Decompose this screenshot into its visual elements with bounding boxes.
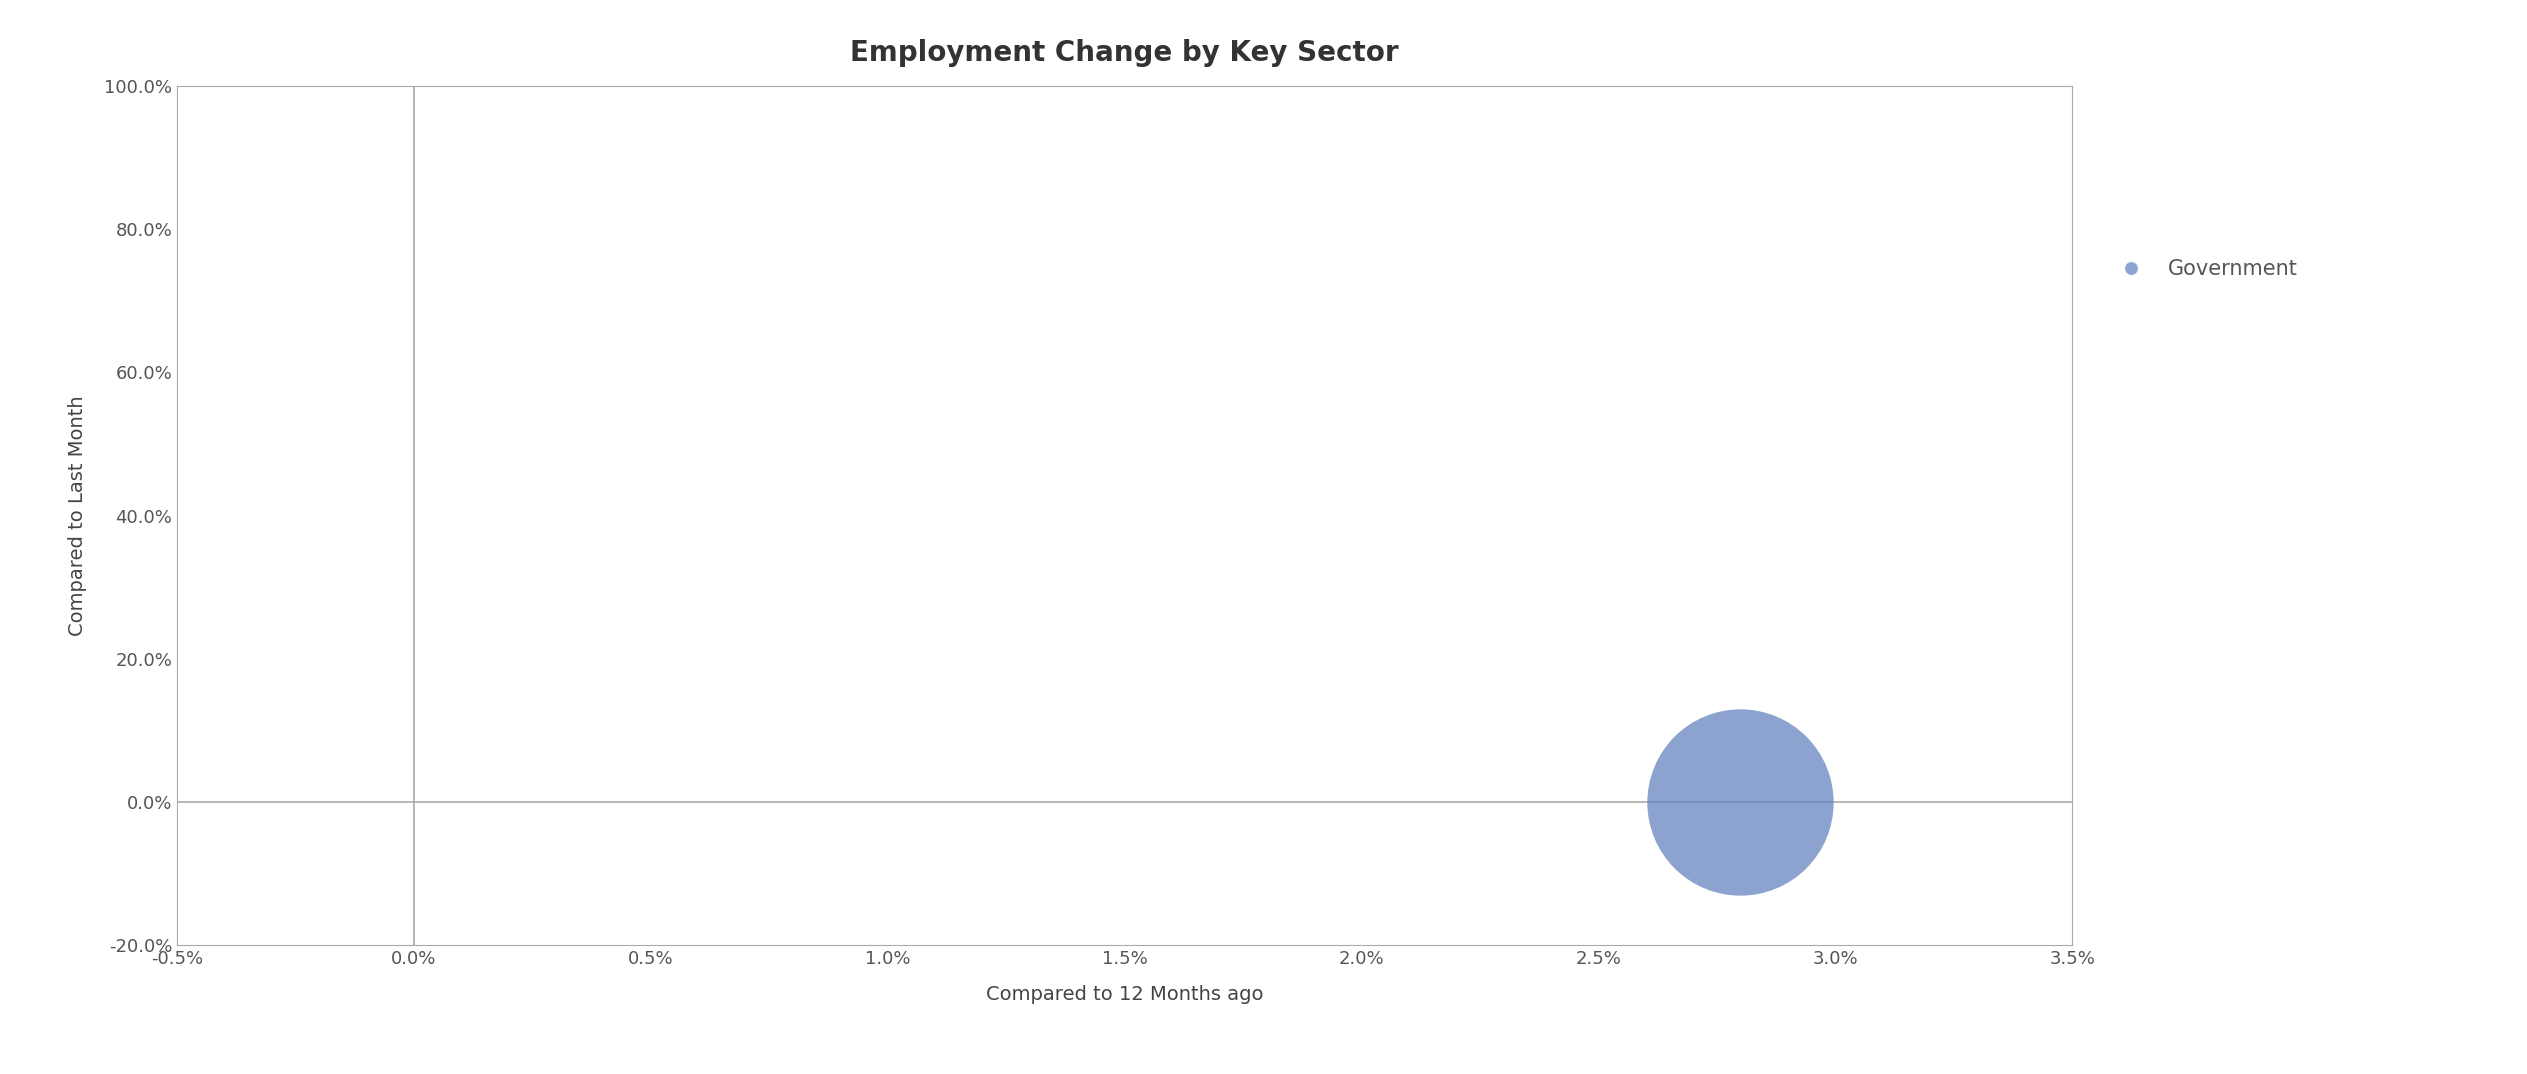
Title: Employment Change by Key Sector: Employment Change by Key Sector [849,39,1400,67]
Government [1721,794,1761,811]
X-axis label: Compared to 12 Months ago: Compared to 12 Months ago [986,985,1264,1003]
Y-axis label: Compared to Last Month: Compared to Last Month [68,395,88,636]
Legend: Government: Government [2102,251,2307,288]
